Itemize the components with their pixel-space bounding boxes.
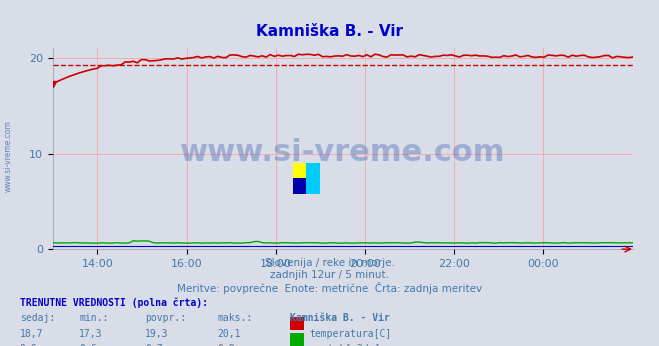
- Text: Slovenija / reke in morje.: Slovenija / reke in morje.: [264, 258, 395, 268]
- Text: TRENUTNE VREDNOSTI (polna črta):: TRENUTNE VREDNOSTI (polna črta):: [20, 298, 208, 308]
- Text: 0,6: 0,6: [20, 344, 38, 346]
- Bar: [306, 163, 320, 178]
- Text: maks.:: maks.:: [217, 313, 252, 323]
- Text: 0,9: 0,9: [217, 344, 235, 346]
- Text: temperatura[C]: temperatura[C]: [310, 329, 392, 339]
- Text: 17,3: 17,3: [79, 329, 103, 339]
- Text: www.si-vreme.com: www.si-vreme.com: [180, 138, 505, 167]
- Bar: [293, 163, 306, 178]
- Text: www.si-vreme.com: www.si-vreme.com: [3, 120, 13, 192]
- Text: min.:: min.:: [79, 313, 109, 323]
- Text: Kamniška B. - Vir: Kamniška B. - Vir: [290, 313, 390, 323]
- Text: 0,6: 0,6: [79, 344, 97, 346]
- Text: Meritve: povprečne  Enote: metrične  Črta: zadnja meritev: Meritve: povprečne Enote: metrične Črta:…: [177, 282, 482, 294]
- Text: pretok[m3/s]: pretok[m3/s]: [310, 344, 380, 346]
- Text: 20,1: 20,1: [217, 329, 241, 339]
- Text: 18,7: 18,7: [20, 329, 43, 339]
- Text: zadnjih 12ur / 5 minut.: zadnjih 12ur / 5 minut.: [270, 270, 389, 280]
- Text: sedaj:: sedaj:: [20, 313, 55, 323]
- Bar: [306, 178, 320, 194]
- Bar: [293, 178, 306, 194]
- Text: Kamniška B. - Vir: Kamniška B. - Vir: [256, 24, 403, 39]
- Text: 0,7: 0,7: [145, 344, 163, 346]
- Text: 19,3: 19,3: [145, 329, 169, 339]
- Text: povpr.:: povpr.:: [145, 313, 186, 323]
